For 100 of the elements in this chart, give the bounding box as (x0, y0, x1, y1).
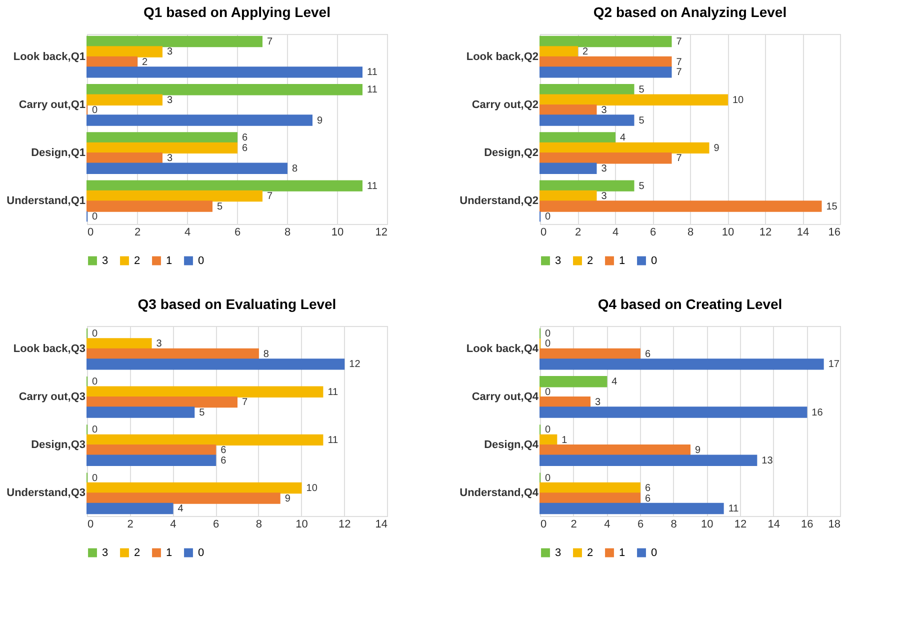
legend-label: 1 (166, 546, 172, 559)
data-label: 7 (676, 36, 682, 48)
x-tick-label: 4 (184, 226, 191, 238)
x-tick-label: 10 (296, 518, 308, 530)
x-tick-label: 2 (574, 226, 582, 238)
x-tick-label: 18 (828, 518, 840, 530)
data-label: 7 (676, 153, 682, 164)
x-tick-label: 0 (88, 518, 94, 530)
chart-title: Q3 based on Evaluating Level (138, 296, 336, 312)
y-tick-label: Look back,Q2 (466, 50, 538, 63)
legend-label: 3 (102, 546, 108, 559)
y-tick-label: Carry out,Q1 (18, 98, 86, 111)
data-label: 11 (367, 67, 378, 78)
x-tick-label: 0 (540, 226, 547, 238)
data-label: 7 (267, 191, 273, 202)
data-label: 1 (562, 434, 568, 446)
chart-title: Q1 based on Applying Level (144, 4, 330, 20)
y-tick-label: Look back,Q4 (466, 342, 540, 355)
x-tick-label: 14 (796, 226, 810, 238)
data-label: 2 (582, 46, 588, 58)
bar (540, 444, 690, 456)
y-tick-label: Understand,Q1 (6, 195, 86, 208)
data-label: 13 (762, 455, 774, 466)
data-label: 3 (167, 153, 173, 164)
data-label: 3 (156, 338, 162, 350)
y-tick-label: Understand,Q3 (6, 487, 86, 500)
x-tick-label: 4 (604, 518, 610, 530)
data-label: 8 (292, 163, 298, 174)
x-tick-label: 14 (375, 518, 388, 530)
data-label: 5 (638, 84, 645, 96)
x-tick-label: 8 (284, 226, 291, 238)
data-label: 7 (267, 36, 273, 48)
x-tick-label: 6 (650, 226, 656, 238)
y-tick-label: Design,Q1 (31, 147, 86, 160)
data-label: 2 (142, 56, 148, 68)
data-label: 6 (242, 142, 248, 154)
y-tick-label: Design,Q4 (484, 439, 540, 452)
data-label: 16 (812, 407, 824, 418)
data-label: 10 (732, 94, 744, 106)
x-tick-label: 2 (570, 518, 577, 530)
x-tick-label: 6 (213, 518, 220, 530)
x-tick-label: 10 (701, 518, 714, 530)
x-tick-label: 10 (331, 226, 344, 238)
x-tick-label: 12 (734, 518, 747, 530)
data-label: 0 (92, 328, 98, 340)
legend-label: 0 (651, 254, 658, 267)
bar (540, 376, 608, 388)
y-tick-label: Look back,Q1 (13, 50, 86, 63)
y-tick-label: Understand,Q2 (460, 195, 538, 208)
data-label: 3 (601, 191, 608, 202)
data-label: 9 (714, 142, 720, 154)
y-tick-label: Carry out,Q2 (472, 98, 538, 111)
data-label: 0 (92, 211, 98, 222)
data-label: 5 (638, 115, 645, 126)
data-label: 6 (220, 455, 227, 466)
data-label: 3 (601, 163, 608, 174)
legend-label: 3 (555, 546, 562, 559)
data-label: 4 (620, 132, 626, 144)
data-label: 11 (328, 434, 339, 446)
chart-title: Q2 based on Analyzing Level (593, 4, 787, 20)
bar (540, 358, 824, 370)
data-label: 8 (263, 348, 270, 360)
data-label: 11 (728, 503, 740, 514)
data-label: 0 (92, 376, 98, 388)
data-label: 17 (828, 359, 840, 370)
data-label: 7 (676, 67, 682, 78)
y-tick-label: Design,Q2 (484, 147, 538, 160)
data-label: 0 (545, 211, 551, 222)
data-label: 3 (601, 105, 608, 116)
data-label: 12 (349, 359, 361, 370)
data-label: 6 (645, 493, 651, 504)
data-label: 0 (545, 424, 551, 436)
legend-label: 1 (619, 546, 626, 559)
legend-label: 0 (198, 254, 204, 267)
data-label: 9 (695, 445, 701, 456)
data-label: 9 (284, 493, 291, 504)
legend-label: 2 (134, 546, 140, 559)
x-tick-label: 16 (801, 518, 814, 530)
x-tick-label: 10 (722, 226, 734, 238)
data-label: 5 (199, 407, 206, 418)
data-label: 7 (676, 56, 682, 68)
data-label: 6 (645, 348, 651, 360)
bar (540, 454, 758, 466)
data-label: 0 (545, 328, 551, 340)
data-label: 0 (545, 338, 551, 350)
x-tick-label: 0 (540, 518, 547, 530)
legend-label: 1 (166, 254, 172, 267)
data-label: 0 (92, 472, 98, 484)
x-tick-label: 6 (234, 226, 241, 238)
x-tick-label: 2 (134, 226, 141, 238)
data-label: 4 (178, 503, 184, 514)
data-label: 11 (328, 386, 339, 398)
x-tick-label: 4 (612, 226, 619, 238)
x-tick-label: 14 (768, 518, 780, 530)
x-tick-label: 0 (88, 226, 94, 238)
x-tick-label: 12 (375, 226, 388, 238)
data-label: 9 (317, 115, 323, 126)
bar (540, 492, 640, 504)
data-label: 15 (826, 201, 838, 212)
data-label: 6 (645, 483, 651, 494)
